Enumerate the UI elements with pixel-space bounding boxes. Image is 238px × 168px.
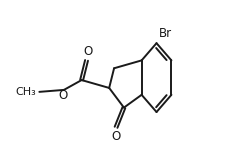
Text: O: O: [111, 130, 121, 143]
Text: Br: Br: [159, 27, 172, 40]
Text: CH₃: CH₃: [16, 87, 36, 97]
Text: O: O: [58, 89, 68, 102]
Text: O: O: [83, 45, 92, 58]
